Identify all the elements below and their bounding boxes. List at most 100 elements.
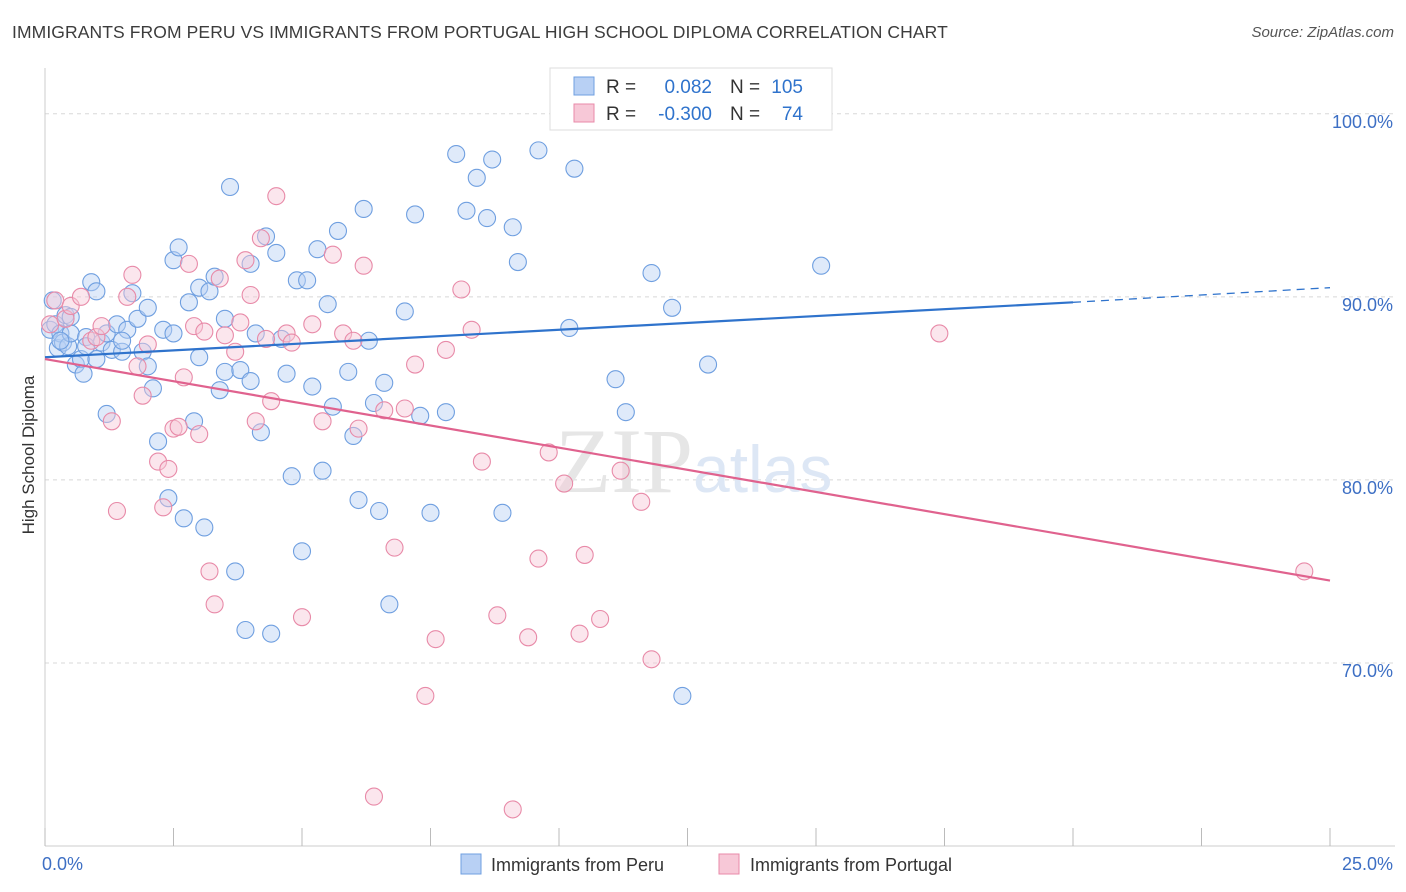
data-point-peru — [169, 238, 188, 257]
data-point-peru — [190, 348, 209, 367]
data-point-portugal — [354, 256, 373, 275]
data-point-peru — [812, 256, 831, 275]
axes — [44, 68, 1395, 847]
data-point-peru — [282, 467, 301, 486]
data-point-peru — [642, 263, 661, 283]
trend-line-peru-extension — [1072, 287, 1331, 303]
series-portugal-points — [41, 102, 1314, 819]
data-point-portugal — [426, 630, 445, 649]
bottom-legend-swatch-portugal — [718, 853, 740, 875]
data-point-portugal — [930, 324, 949, 343]
data-point-portugal — [154, 498, 173, 517]
data-point-peru — [375, 373, 394, 392]
data-point-peru — [190, 278, 209, 297]
data-point-peru — [179, 293, 198, 312]
data-point-peru — [195, 518, 214, 537]
legend-portugal-r-value: -0.300 — [658, 104, 712, 125]
data-point-peru — [364, 393, 384, 413]
data-point-portugal — [102, 412, 121, 431]
data-point-portugal — [241, 285, 260, 305]
data-point-portugal — [71, 287, 91, 306]
data-point-portugal — [632, 492, 651, 511]
data-point-peru — [673, 686, 692, 705]
data-point-portugal — [61, 296, 80, 316]
data-point-peru — [138, 298, 157, 317]
data-point-peru — [313, 461, 332, 480]
data-point-portugal — [349, 419, 368, 438]
data-point-portugal — [292, 608, 312, 627]
legend-peru-r-value: 0.082 — [664, 77, 712, 98]
data-point-peru — [215, 362, 234, 381]
data-point-portugal — [303, 315, 322, 334]
data-point-peru — [262, 624, 281, 643]
data-point-peru — [287, 271, 306, 290]
data-point-peru — [421, 503, 440, 522]
data-point-portugal — [169, 417, 188, 436]
stats-legend: R = 0.082 N = 105 R = -0.300 N = 74 — [549, 67, 833, 131]
data-point-peru — [272, 329, 291, 348]
data-point-peru — [87, 282, 106, 301]
data-point-portugal — [159, 459, 178, 478]
data-point-portugal — [133, 386, 152, 405]
data-point-portugal — [611, 461, 630, 480]
data-point-peru — [220, 177, 240, 197]
series-legend: Immigrants from Peru Immigrants from Por… — [460, 853, 952, 875]
data-point-portugal — [519, 628, 538, 647]
data-point-portugal — [282, 333, 301, 352]
trend-line-peru — [44, 301, 1074, 359]
x-tick-labels: 0.0% 25.0% — [42, 854, 1393, 874]
data-point-portugal — [87, 328, 106, 347]
data-point-peru — [149, 432, 168, 451]
y-tick-labels: 100.0% 90.0% 80.0% 70.0% — [1332, 112, 1393, 681]
data-point-portugal — [472, 452, 491, 471]
data-point-peru — [154, 320, 173, 339]
data-point-portugal — [128, 357, 147, 376]
data-point-peru — [354, 199, 373, 219]
data-point-peru — [447, 144, 466, 164]
y-tick-label: 80.0% — [1342, 478, 1393, 498]
data-point-portugal — [529, 549, 548, 568]
y-tick-label: 100.0% — [1332, 112, 1393, 132]
data-point-peru — [436, 403, 455, 422]
data-point-portugal — [179, 254, 198, 273]
data-point-portugal — [575, 545, 594, 564]
data-point-peru — [82, 273, 101, 292]
data-point-portugal — [185, 317, 204, 336]
legend-portugal-r-label: R = — [606, 104, 636, 125]
data-point-peru — [308, 240, 327, 259]
data-point-peru — [46, 315, 65, 334]
data-point-portugal — [267, 187, 286, 206]
data-point-peru — [663, 298, 682, 317]
data-point-portugal — [190, 425, 209, 444]
y-tick-label: 90.0% — [1342, 295, 1393, 315]
data-point-peru — [241, 371, 260, 391]
data-point-portugal — [118, 287, 137, 306]
data-point-portugal — [642, 650, 661, 669]
data-point-peru — [395, 302, 414, 321]
source-label: Source: ZipAtlas.com — [1251, 24, 1394, 41]
data-point-peru — [159, 489, 178, 508]
data-point-peru — [339, 362, 358, 381]
data-point-portugal — [195, 322, 214, 341]
watermark-text: ZIPatlas — [555, 410, 832, 512]
series-peru-points — [41, 141, 831, 705]
data-point-peru — [107, 315, 127, 334]
data-point-peru — [164, 324, 183, 343]
data-point-portugal — [251, 229, 270, 248]
bottom-legend-label-portugal: Immigrants from Portugal — [750, 855, 952, 875]
data-point-portugal — [416, 686, 435, 705]
legend-peru-n-value: 105 — [771, 77, 803, 98]
data-point-portugal — [406, 355, 425, 374]
watermark-atlas: atlas — [693, 432, 832, 506]
data-point-peru — [406, 205, 425, 224]
data-point-peru — [267, 243, 286, 262]
trend-lines — [44, 287, 1331, 582]
data-point-portugal — [375, 401, 394, 420]
legend-swatch-portugal — [573, 103, 595, 123]
data-point-portugal — [200, 562, 219, 581]
data-point-peru — [457, 201, 476, 220]
data-point-peru — [236, 620, 255, 640]
legend-swatch-peru — [573, 76, 595, 96]
data-point-portugal — [210, 269, 229, 288]
